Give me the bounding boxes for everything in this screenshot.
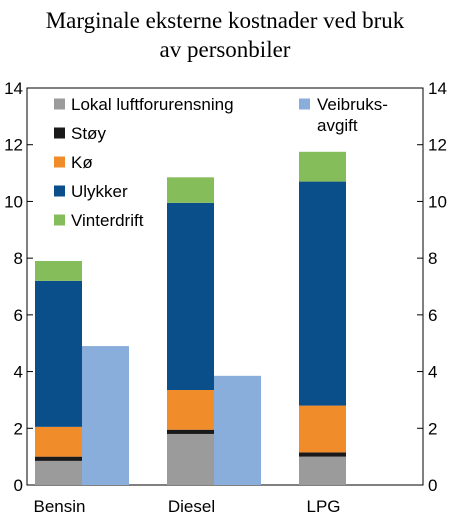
bar-segment: [299, 151, 346, 182]
bar-segment: [35, 456, 82, 461]
bar-segment: [299, 452, 346, 457]
x-category-label: LPG: [306, 497, 340, 516]
y-tick-label-right: 14: [428, 79, 447, 98]
y-tick-label-right: 0: [428, 476, 437, 495]
y-tick-label-right: 12: [428, 136, 447, 155]
chart-title-line-1: Marginale eksterne kostnader ved bruk: [45, 8, 405, 33]
legend-label: Kø: [71, 153, 93, 172]
bar-veibruksavgift: [82, 346, 129, 485]
legend-swatch: [54, 156, 65, 168]
legend-label: Vinterdrift: [71, 211, 144, 230]
legend-label: avgift: [317, 116, 358, 135]
bar-segment: [299, 456, 346, 485]
bar-segment: [35, 426, 82, 457]
chart-title-line-2: av personbiler: [159, 37, 291, 62]
y-tick-label-right: 6: [428, 306, 437, 325]
y-tick-label-left: 2: [14, 419, 23, 438]
legend-label: Ulykker: [71, 182, 128, 201]
y-tick-label-right: 4: [428, 363, 437, 382]
bar-segment: [35, 260, 82, 281]
legend-label: Støy: [71, 124, 106, 143]
bar-segment: [167, 433, 214, 485]
legend-swatch: [299, 98, 310, 110]
chart-title: Marginale eksterne kostnader ved bruk av…: [0, 6, 450, 64]
bar-segment: [167, 429, 214, 434]
y-tick-label-right: 10: [428, 192, 447, 211]
bar-segment: [167, 202, 214, 391]
bar-segment: [35, 460, 82, 485]
legend-swatch: [54, 214, 65, 226]
bar-segment: [299, 181, 346, 406]
bar-segment: [167, 177, 214, 203]
legend-label: Veibruks-: [317, 95, 388, 114]
y-tick-label-right: 2: [428, 419, 437, 438]
legend-swatch: [54, 98, 65, 110]
legend-swatch: [54, 185, 65, 197]
y-tick-label-left: 12: [4, 136, 23, 155]
y-tick-label-left: 4: [14, 363, 23, 382]
x-category-label: Diesel: [168, 497, 215, 516]
y-tick-label-left: 14: [4, 79, 23, 98]
bar-segment: [167, 390, 214, 430]
bar-segment: [35, 280, 82, 427]
y-tick-label-left: 6: [14, 306, 23, 325]
y-tick-label-left: 10: [4, 192, 23, 211]
bar-segment: [299, 405, 346, 453]
y-tick-label-left: 0: [14, 476, 23, 495]
y-tick-label-right: 8: [428, 249, 437, 268]
legend-swatch: [54, 127, 65, 139]
y-tick-label-left: 8: [14, 249, 23, 268]
x-category-label: Bensin: [34, 497, 86, 516]
bar-veibruksavgift: [214, 375, 261, 485]
legend-label: Lokal luftforurensning: [71, 95, 234, 114]
